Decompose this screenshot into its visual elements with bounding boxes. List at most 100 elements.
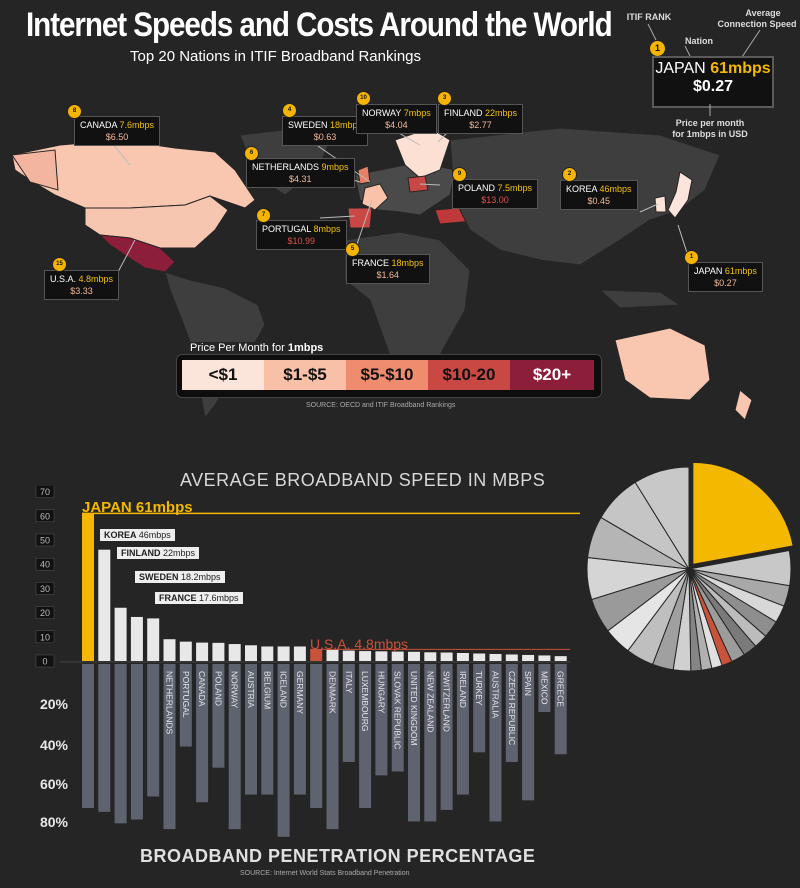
- callout-rank-sweden: 4: [282, 103, 297, 118]
- map-source: SOURCE: OECD and ITIF Broadband Rankings: [306, 402, 456, 409]
- callout-usa: U.S.A. 4.8mbps $3.33: [44, 270, 120, 300]
- speed-tick-box: [35, 509, 55, 523]
- speed-bar: [456, 653, 469, 661]
- callout-poland: POLAND 7.5mbps $13.00: [452, 179, 539, 209]
- speed-bar: [522, 654, 535, 661]
- penetration-bar: [147, 664, 160, 797]
- map-japan: [667, 171, 693, 219]
- callout-portugal: PORTUGAL 8mbps $10.99: [256, 220, 347, 250]
- key-rank-badge: 1: [649, 40, 666, 57]
- key-example-box: JAPAN 61mbps $0.27: [652, 56, 774, 108]
- key-speed-label-2: Connection Speed: [717, 19, 797, 29]
- penetration-bar: [522, 664, 535, 801]
- country-label: CANADA: [197, 671, 207, 707]
- country-label: UNITED KINGDOM: [409, 671, 419, 746]
- speed-bar: [310, 649, 323, 661]
- callout-rank-korea: 2: [562, 167, 577, 182]
- penetration-bar: [375, 664, 388, 776]
- penetration-bar: [424, 664, 437, 822]
- country-label: CZECH REPUBLIC: [507, 671, 517, 745]
- speed-tick-box: [35, 630, 55, 644]
- speed-bar: [408, 651, 420, 661]
- speed-tick-label: 20: [40, 608, 50, 618]
- speed-bar: [359, 651, 372, 661]
- speed-tick-label: 0: [42, 657, 47, 667]
- country-label: ICELAND: [279, 671, 289, 708]
- speed-penetration-chart: 0 10 20 30 40 50 60 70 NETHERLANDS PORTUGAL CANADA…: [35, 486, 580, 837]
- country-label: PORTUGAL: [181, 671, 191, 718]
- penetration-bar: [98, 664, 111, 812]
- annotation-japan: JAPAN 61mbps: [82, 499, 193, 516]
- speed-tick-box: [35, 557, 55, 571]
- speed-bar: [342, 650, 355, 661]
- speed-bar: [228, 644, 241, 661]
- country-label: SPAIN: [523, 671, 533, 696]
- penetration-bar: [310, 664, 323, 808]
- speed-bar: [375, 651, 388, 661]
- pie-slice-japan: [692, 461, 794, 565]
- callout-rank-norway: 10: [356, 91, 371, 106]
- penetration-bar: [130, 664, 143, 820]
- penetration-chart-title: BROADBAND PENETRATION PERCENTAGE: [140, 846, 536, 866]
- callout-rank-portugal: 7: [256, 208, 271, 223]
- country-label: SLOVAK REPUBLIC: [393, 671, 403, 749]
- penetration-bar: [293, 664, 306, 795]
- map-indonesia: [598, 289, 682, 309]
- legend-swatch-20-plus: $20+: [510, 360, 594, 390]
- country-label: TURKEY: [474, 671, 484, 706]
- country-label: IRELAND: [458, 671, 468, 708]
- speed-bar: [554, 656, 567, 661]
- speed-bar: [326, 649, 339, 661]
- speed-bar: [130, 616, 143, 661]
- annotation-france: FRANCE 17.6mbps: [155, 592, 243, 604]
- page-title: Internet Speeds and Costs Around the Wor…: [26, 6, 613, 44]
- country-label: AUSTRIA: [246, 671, 256, 708]
- country-label: POLAND: [213, 671, 223, 706]
- speed-tick-label: 10: [40, 632, 50, 642]
- pen-tick-40: 40%: [39, 737, 68, 753]
- key-speed-label-1: Average: [745, 8, 781, 18]
- page-subtitle: Top 20 Nations in ITIF Broadband Ranking…: [130, 48, 421, 65]
- penetration-bar: [359, 664, 372, 808]
- key-price-label-2: for 1mbps in USD: [672, 129, 748, 139]
- penetration-bar: [163, 664, 176, 830]
- country-label: SWITZERLAND: [442, 671, 452, 732]
- speed-tick-label: 40: [40, 560, 50, 570]
- callout-netherlands: NETHERLANDS 9mbps $4.31: [246, 158, 355, 188]
- penetration-bar: [82, 664, 94, 808]
- country-label: NETHERLANDS: [165, 671, 175, 735]
- map-france: [361, 183, 389, 211]
- speed-bar: [538, 655, 551, 661]
- speed-bar: [505, 654, 518, 661]
- speed-bar: [114, 607, 127, 661]
- speed-bar: [98, 549, 111, 661]
- speed-bar: [489, 653, 502, 661]
- callout-korea: KOREA 46mbps $0.45: [560, 180, 638, 210]
- penetration-bar: [245, 664, 257, 795]
- map-iberia: [347, 207, 373, 229]
- annotation-sweden: SWEDEN 18.2mbps: [135, 571, 225, 583]
- speed-bar: [424, 652, 437, 661]
- penetration-bar: [554, 664, 567, 755]
- callout-rank-poland: 9: [452, 167, 467, 182]
- callout-canada: CANADA 7.6mbps $6.50: [74, 116, 161, 146]
- map-new-zealand: [734, 389, 753, 421]
- country-label: NEW ZEALAND: [425, 671, 435, 732]
- price-legend-title: Price Per Month for 1mbps: [186, 342, 328, 354]
- callout-rank-netherlands: 6: [244, 146, 259, 161]
- country-label: GERMANY: [295, 671, 305, 714]
- country-label: ITALY: [344, 671, 354, 694]
- penetration-bar: [342, 664, 355, 762]
- speed-bar: [473, 653, 486, 661]
- country-label: AUSTRALIA: [491, 671, 501, 719]
- speed-bar: [391, 651, 404, 661]
- callout-rank-usa: 15: [52, 257, 67, 272]
- callout-france: FRANCE 18mbps $1.64: [346, 254, 430, 284]
- speed-tick-label: 30: [40, 584, 50, 594]
- penetration-bar: [228, 664, 241, 830]
- penetration-bar: [114, 664, 127, 824]
- callout-rank-japan: 1: [684, 250, 699, 265]
- penetration-bar: [456, 664, 469, 795]
- penetration-bar: [538, 664, 551, 712]
- map-usa: [84, 195, 229, 249]
